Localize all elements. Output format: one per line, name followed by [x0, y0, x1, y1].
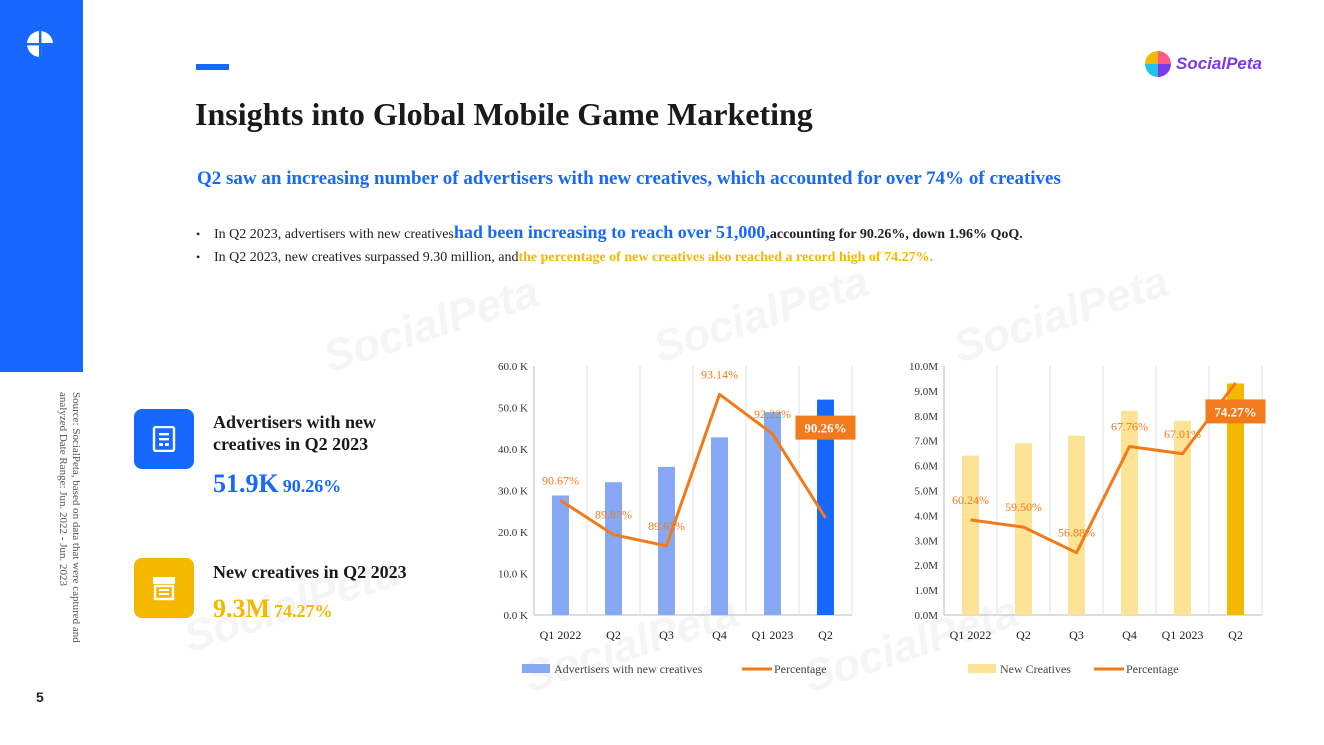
- adv-y-tick-label: 40.0 K: [498, 444, 528, 456]
- bullet-item: • In Q2 2023, advertisers with new creat…: [196, 222, 1023, 250]
- sidebar-band: [0, 0, 83, 372]
- adv-data-label: 90.67%: [542, 473, 579, 487]
- cre-y-tick-label: 5.0M: [914, 486, 938, 498]
- advertisers-card-label: Advertisers with new creatives in Q2 202…: [213, 412, 376, 454]
- cre-highlight-label-box: [1205, 399, 1266, 424]
- cre-x-tick-label: Q4: [1122, 628, 1137, 642]
- adv-bar: [711, 437, 728, 615]
- advertisers-card-icon-box: [134, 409, 194, 469]
- cre-data-label: 67.76%: [1111, 419, 1148, 433]
- cre-percentage-line: [970, 381, 1237, 555]
- adv-percentage-line: [559, 392, 827, 548]
- cre-legend-bar-swatch: [968, 664, 996, 673]
- cre-y-tick-label: 10.0M: [909, 361, 938, 373]
- adv-legend-line-label: Percentage: [774, 662, 827, 676]
- cre-y-tick-label: 7.0M: [914, 436, 938, 448]
- adv-x-tick-label: Q1 2023: [752, 628, 794, 642]
- cre-legend-bar-label: New Creatives: [1000, 662, 1071, 676]
- advertisers-card-value: 51.9K 90.26%: [213, 469, 341, 499]
- title-accent-bar: [196, 64, 229, 70]
- cre-x-tick-label: Q1 2022: [950, 628, 992, 642]
- adv-data-label: 89.61%: [648, 519, 685, 533]
- cre-y-tick-label: 1.0M: [914, 585, 938, 597]
- cre-bar: [1174, 420, 1191, 615]
- cre-x-tick-label: Q2: [1228, 628, 1243, 642]
- bullet-highlight: had been increasing to reach over 51,000…: [453, 222, 770, 242]
- cre-bar: [1015, 443, 1032, 615]
- cre-y-tick-label: 8.0M: [914, 411, 938, 423]
- creatives-card-icon-box: [134, 558, 194, 618]
- bullet-text-bold: accounting for 90.26%, down 1.96% QoQ.: [769, 227, 1023, 242]
- adv-bar: [764, 412, 781, 615]
- cre-highlight-label: 74.27%: [1214, 404, 1256, 419]
- creatives-card-label: New creatives in Q2 2023: [213, 562, 407, 582]
- bullet-dot: •: [196, 250, 201, 264]
- cre-data-label: 67.01%: [1164, 427, 1201, 441]
- cre-bar: [1068, 435, 1085, 615]
- adv-data-label: 92.22%: [754, 407, 791, 421]
- document-icon: [152, 426, 176, 452]
- adv-bar: [605, 482, 622, 615]
- cre-data-label: 56.88%: [1058, 526, 1095, 540]
- cre-x-tick-label: Q2: [1016, 628, 1031, 642]
- adv-x-tick-label: Q3: [659, 628, 674, 642]
- adv-legend-bar-label: Advertisers with new creatives: [554, 662, 703, 676]
- cre-y-tick-label: 3.0M: [914, 535, 938, 547]
- adv-data-label: 93.14%: [701, 367, 738, 381]
- bullet-highlight: the percentage of new creatives also rea…: [518, 250, 934, 265]
- creatives-value: 9.3M: [213, 594, 271, 623]
- cre-y-tick-label: 2.0M: [914, 560, 938, 572]
- adv-bar: [658, 466, 675, 615]
- advertisers-value: 51.9K: [213, 469, 279, 498]
- cre-bar: [1121, 410, 1138, 615]
- bullet-item: • In Q2 2023, new creatives surpassed 9.…: [196, 250, 1023, 278]
- advertisers-chart: 0.0 K 10.0 K 20.0 K 30.0 K 40.0 K 50.0 K 60.0 …: [498, 361, 856, 676]
- cre-bar: [1227, 383, 1244, 615]
- logo-icon: [27, 31, 54, 58]
- adv-y-tick-label: 0.0 K: [504, 610, 529, 622]
- cre-legend-line-label: Percentage: [1126, 662, 1179, 676]
- cre-y-tick-label: 0.0M: [914, 610, 938, 622]
- adv-bar: [817, 399, 834, 615]
- bullet-dot: •: [196, 227, 201, 241]
- adv-y-tick-label: 30.0 K: [498, 486, 528, 498]
- source-note: Source: SocialPeta, based on data that w…: [57, 392, 82, 643]
- cre-x-tick-label: Q1 2023: [1162, 628, 1204, 642]
- cre-data-label: 59.50%: [1005, 500, 1042, 514]
- brand-logo-icon: [1145, 51, 1171, 77]
- adv-x-tick-label: Q1 2022: [540, 628, 582, 642]
- adv-x-tick-label: Q2: [818, 628, 833, 642]
- brand-logo: SocialPeta: [1144, 50, 1262, 78]
- adv-x-tick-label: Q4: [712, 628, 727, 642]
- cre-bar: [962, 455, 979, 615]
- adv-y-tick-label: 60.0 K: [498, 361, 528, 373]
- cre-x-tick-label: Q3: [1069, 628, 1084, 642]
- brand-name: SocialPeta: [1176, 54, 1262, 73]
- creatives-percent: 74.27%: [274, 601, 333, 621]
- adv-bar: [552, 495, 569, 615]
- adv-x-tick-label: Q2: [606, 628, 621, 642]
- cre-data-label: 60.24%: [952, 493, 989, 507]
- page-number: 5: [36, 689, 44, 705]
- store-icon: [153, 577, 175, 601]
- page-subtitle: Q2 saw an increasing number of advertise…: [197, 168, 1061, 189]
- adv-y-tick-label: 50.0 K: [498, 403, 528, 415]
- adv-highlight-label: 90.26%: [804, 421, 846, 436]
- adv-highlight-label-box: [795, 415, 856, 440]
- bullet-text: In Q2 2023, advertisers with new creativ…: [214, 227, 454, 242]
- adv-legend-bar-swatch: [522, 664, 550, 673]
- advertisers-percent: 90.26%: [282, 476, 342, 496]
- adv-y-tick-label: 20.0 K: [498, 527, 528, 539]
- bullet-text: In Q2 2023, new creatives surpassed 9.30…: [214, 250, 519, 265]
- page-title: Insights into Global Mobile Game Marketi…: [195, 96, 813, 132]
- cre-y-tick-label: 4.0M: [914, 510, 938, 522]
- bullet-list: • In Q2 2023, advertisers with new creat…: [196, 222, 1023, 278]
- cre-y-tick-label: 9.0M: [914, 386, 938, 398]
- cre-y-tick-label: 6.0M: [914, 461, 938, 473]
- creatives-chart: 0.0M 1.0M 2.0M 3.0M 4.0M 5.0M 6.0M 7.0M 8.0M 9.0M…: [909, 361, 1266, 676]
- adv-data-label: 89.87%: [595, 508, 632, 522]
- creatives-card-value: 9.3M 74.27%: [213, 594, 333, 624]
- adv-y-tick-label: 10.0 K: [498, 569, 528, 581]
